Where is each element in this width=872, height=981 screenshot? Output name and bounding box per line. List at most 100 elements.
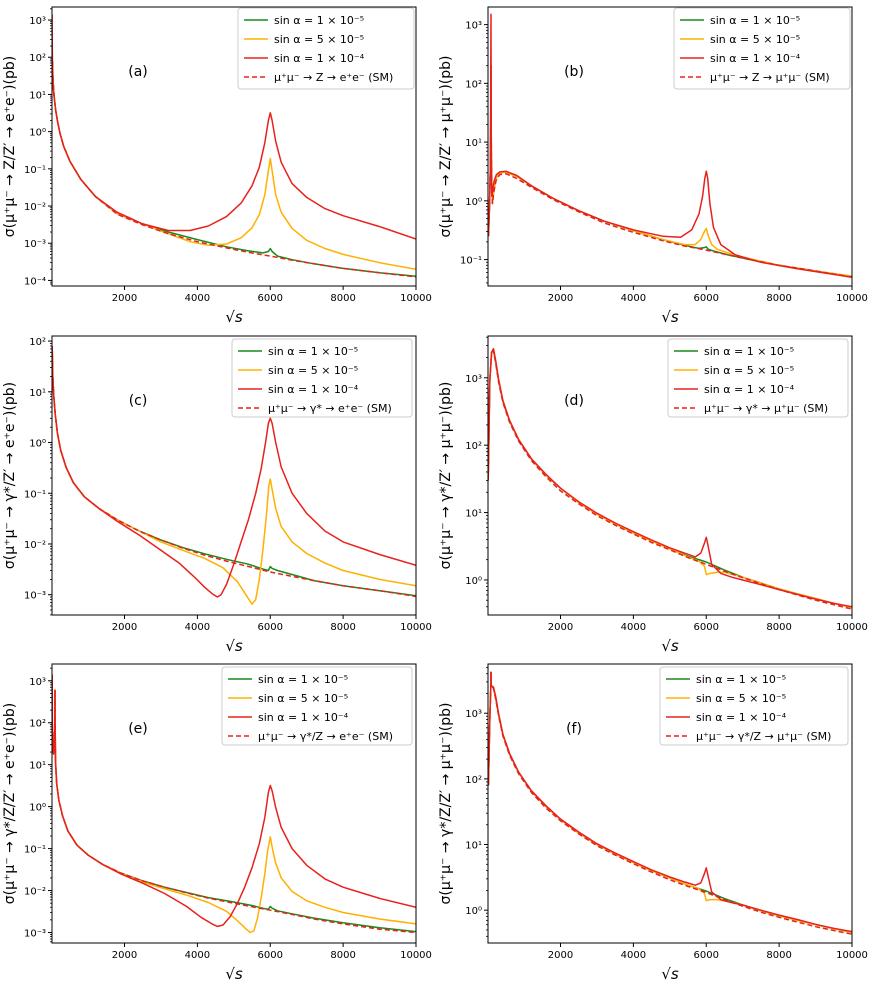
x-tick-label: 6000	[694, 950, 719, 961]
x-axis-label: √s	[225, 637, 243, 655]
panel-f: 2000 4000 6000 8000 10000 10⁰ 10¹ 10² 10³ √s σ(μ⁺μ…	[438, 663, 868, 981]
legend-entry: sin α = 5 × 10⁻⁵	[258, 692, 348, 705]
x-tick-label: 2000	[112, 950, 137, 961]
legend-entry: sin α = 5 × 10⁻⁵	[710, 33, 800, 46]
curves	[52, 674, 416, 934]
series-line-4	[52, 60, 416, 278]
legend-box	[673, 7, 851, 90]
legend-entry: μ⁺μ⁻ → γ* → μ⁺μ⁻ (SM)	[704, 402, 828, 415]
y-tick-label: 10⁰	[29, 803, 46, 814]
panel-label: (d)	[564, 393, 584, 409]
y-axis-label: σ(μ⁺μ⁻ → γ*/Z/Z′ → μ⁺μ⁻)(pb)	[438, 702, 454, 904]
legend-entry: μ⁺μ⁻ → Z → e⁺e⁻ (SM)	[274, 71, 393, 84]
legend-entry: sin α = 1 × 10⁻⁴	[710, 52, 801, 65]
y-axis-label: σ(μ⁺μ⁻ → Z/Z′ → μ⁺μ⁻)(pb)	[438, 55, 454, 237]
panel-label: (f)	[566, 721, 582, 737]
series-line-1	[52, 60, 416, 277]
legend-entry: μ⁺μ⁻ → Z → μ⁺μ⁻ (SM)	[710, 71, 830, 84]
legend-box	[667, 338, 849, 418]
y-tick-label: 10³	[465, 21, 482, 32]
series-line-3	[488, 13, 852, 278]
x-tick-label: 2000	[112, 293, 137, 304]
legend: sin α = 1 × 10⁻⁵ sin α = 5 × 10⁻⁵ sin α = …	[667, 338, 849, 418]
x-axis-label: √s	[225, 308, 243, 326]
x-tick-label: 4000	[185, 293, 210, 304]
x-axis-label: √s	[661, 965, 679, 981]
legend-entry: sin α = 1 × 10⁻⁴	[268, 383, 359, 396]
legend: sin α = 1 × 10⁻⁵ sin α = 5 × 10⁻⁵ sin α = …	[659, 666, 849, 746]
series-line-4	[488, 64, 852, 278]
x-tick-label: 10000	[836, 950, 868, 961]
legend: sin α = 1 × 10⁻⁵ sin α = 5 × 10⁻⁵ sin α = …	[237, 7, 415, 90]
x-axis-label: √s	[661, 637, 679, 655]
x-tick-label: 6000	[258, 950, 283, 961]
x-tick-label: 4000	[621, 622, 646, 633]
y-tick-label: 10²	[29, 53, 46, 64]
legend-entry: sin α = 1 × 10⁻⁴	[258, 711, 349, 724]
x-tick-label: 6000	[258, 293, 283, 304]
y-tick-label: 10⁻⁴	[24, 276, 46, 287]
y-tick-label: 10⁰	[465, 576, 482, 587]
x-tick-label: 2000	[548, 293, 573, 304]
legend-box	[237, 7, 415, 90]
legend-entry: sin α = 1 × 10⁻⁵	[258, 673, 348, 686]
curves	[52, 345, 416, 605]
plot-frame	[487, 663, 853, 944]
series-line-4	[52, 345, 416, 598]
x-tick-label: 2000	[548, 622, 573, 633]
x-tick-label: 10000	[836, 293, 868, 304]
x-tick-label: 4000	[185, 622, 210, 633]
y-tick-label: 10¹	[29, 388, 46, 399]
x-axis-label: √s	[225, 965, 243, 981]
panel-label: (e)	[128, 721, 148, 737]
series-line-4	[488, 350, 852, 610]
y-tick-label: 10⁻¹	[460, 256, 482, 267]
legend-entry: sin α = 1 × 10⁻⁴	[704, 383, 795, 396]
curves	[488, 347, 852, 610]
x-tick-label: 8000	[330, 293, 355, 304]
legend-entry: sin α = 1 × 10⁻⁴	[696, 711, 787, 724]
y-axis-label: σ(μ⁺μ⁻ → γ*/Z′ → μ⁺μ⁻)(pb)	[438, 382, 454, 570]
legend: sin α = 1 × 10⁻⁵ sin α = 5 × 10⁻⁵ sin α = …	[673, 7, 851, 90]
y-tick-label: 10¹	[29, 90, 46, 101]
x-tick-label: 2000	[112, 622, 137, 633]
panel-b: 2000 4000 6000 8000 10000 10⁻¹ 10⁰ 10¹ 10² 10³ √s σ…	[438, 6, 868, 326]
y-axis-label: σ(μ⁺μ⁻ → γ*/Z/Z′ → e⁺e⁻)(pb)	[2, 703, 18, 904]
y-tick-label: 10⁰	[465, 197, 482, 208]
y-tick-label: 10²	[29, 719, 46, 730]
panel-a: 2000 4000 6000 8000 10000 10⁻⁴ 10⁻³ 10⁻² 10⁻¹ 10⁰…	[2, 6, 432, 326]
y-tick-label: 10⁻³	[24, 239, 46, 250]
panel-label: (c)	[129, 393, 148, 409]
curves	[52, 14, 416, 278]
y-tick-label: 10¹	[465, 841, 482, 852]
y-tick-label: 10⁻¹	[24, 165, 46, 176]
y-tick-label: 10⁻²	[24, 540, 46, 551]
plot-frame	[51, 335, 417, 616]
legend-entry: sin α = 1 × 10⁻⁵	[704, 345, 794, 358]
legend: sin α = 1 × 10⁻⁵ sin α = 5 × 10⁻⁵ sin α = …	[231, 338, 413, 418]
panel-label: (a)	[128, 64, 148, 80]
series-line-2	[488, 64, 852, 277]
x-tick-label: 2000	[548, 950, 573, 961]
x-axis-label: √s	[661, 308, 679, 326]
y-tick-label: 10¹	[29, 761, 46, 772]
x-tick-label: 6000	[258, 622, 283, 633]
y-tick-label: 10⁻²	[24, 202, 46, 213]
legend-entry: μ⁺μ⁻ → γ* → e⁺e⁻ (SM)	[268, 402, 392, 415]
legend-entry: μ⁺μ⁻ → γ*/Z → e⁺e⁻ (SM)	[258, 730, 393, 743]
panel-label: (b)	[564, 64, 584, 80]
y-tick-label: 10²	[465, 79, 482, 90]
curves	[488, 671, 852, 935]
x-tick-label: 8000	[330, 950, 355, 961]
panel-d: 2000 4000 6000 8000 10000 10⁰ 10¹ 10² 10³ √s σ(μ⁺μ…	[438, 335, 868, 655]
curves	[488, 13, 852, 278]
legend-entry: μ⁺μ⁻ → γ*/Z → μ⁺μ⁻ (SM)	[696, 730, 831, 743]
y-tick-label: 10³	[29, 16, 46, 27]
legend: sin α = 1 × 10⁻⁵ sin α = 5 × 10⁻⁵ sin α = …	[221, 666, 413, 746]
series-line-3	[488, 671, 852, 933]
y-tick-label: 10³	[29, 677, 46, 688]
x-tick-label: 10000	[836, 622, 868, 633]
series-line-4	[488, 671, 852, 935]
y-tick-label: 10⁰	[29, 128, 46, 139]
